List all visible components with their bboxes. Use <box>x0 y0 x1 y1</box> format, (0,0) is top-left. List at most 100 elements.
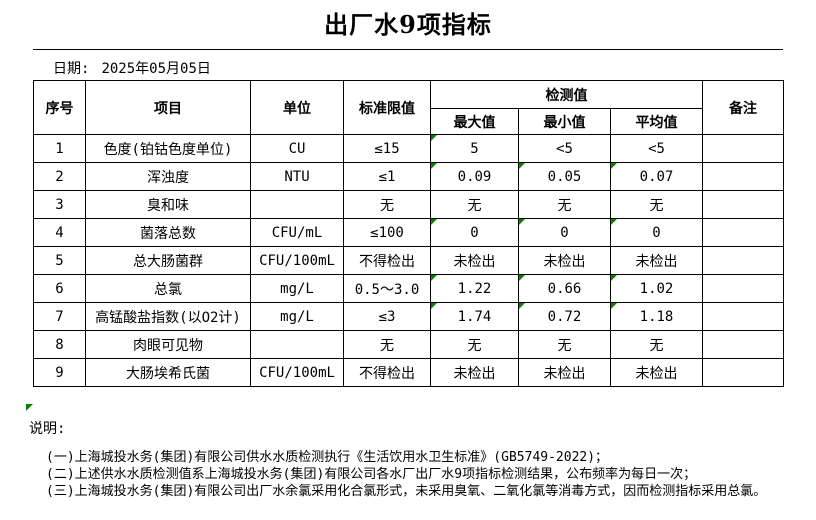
col-header-max: 最大值 <box>430 108 519 135</box>
cell-error-marker-icon <box>519 163 525 169</box>
top-rule-divider <box>33 49 783 50</box>
cell-item: 总氯 <box>85 274 251 303</box>
cell-unit <box>250 190 344 219</box>
note-item: (二)上述供水水质检测值系上海城投水务(集团)有限公司各水厂出厂水9项指标检测结… <box>46 467 697 482</box>
cell-error-marker-icon <box>519 275 525 281</box>
cell-unit <box>250 330 344 359</box>
table-row: 8 肉眼可见物 无 无 无 无 <box>33 330 785 359</box>
cell-limit: ≤15 <box>343 134 431 163</box>
cell-limit: 0.5～3.0 <box>343 274 431 303</box>
cell-min: 0.72 <box>518 302 611 331</box>
cell-min: 无 <box>518 190 611 219</box>
date-label: 日期: <box>53 61 90 77</box>
cell-remark <box>702 302 785 331</box>
table-row: 4 菌落总数 CFU/mL ≤100 0 0 0 <box>33 218 785 247</box>
cell-avg: 1.02 <box>609 274 704 303</box>
table-row: 3 臭和味 无 无 无 无 <box>33 190 785 219</box>
col-header-limit: 标准限值 <box>343 80 431 135</box>
cell-remark <box>702 246 785 275</box>
cell-error-marker-icon <box>611 163 617 169</box>
cell-avg: 无 <box>609 330 704 359</box>
cell-max: 0 <box>430 218 519 247</box>
col-header-remark: 备注 <box>702 80 785 135</box>
cell-seq: 8 <box>33 330 86 359</box>
col-header-unit: 单位 <box>250 80 344 135</box>
cell-error-marker-icon <box>611 219 617 225</box>
cell-remark <box>702 358 785 387</box>
cell-seq: 7 <box>33 302 86 331</box>
cell-avg: 未检出 <box>609 358 704 387</box>
cell-unit: CU <box>250 134 344 163</box>
cell-limit: 不得检出 <box>343 246 431 275</box>
cell-seq: 3 <box>33 190 86 219</box>
notes-list: (一)上海城投水务(集团)有限公司供水水质检测执行《生活饮用水卫生标准》(GB5… <box>46 449 766 500</box>
cell-max: 0.09 <box>430 162 519 191</box>
cell-item: 臭和味 <box>85 190 251 219</box>
col-header-min: 最小值 <box>518 108 611 135</box>
note-item: (三)上海城投水务(集团)有限公司出厂水余氯采用化合氯形式，未采用臭氧、二氧化氯… <box>46 484 767 499</box>
cell-unit: mg/L <box>250 274 344 303</box>
cell-seq: 1 <box>33 134 86 163</box>
cell-error-marker-icon <box>611 275 617 281</box>
cell-unit: mg/L <box>250 302 344 331</box>
cell-max: 无 <box>430 330 519 359</box>
cell-item: 菌落总数 <box>85 218 251 247</box>
table-row: 6 总氯 mg/L 0.5～3.0 1.22 0.66 1.02 <box>33 274 785 303</box>
cell-unit: NTU <box>250 162 344 191</box>
page-title: 出厂水9项指标 <box>324 10 492 39</box>
cell-limit: 不得检出 <box>343 358 431 387</box>
report-date: 日期: 2025年05月05日 <box>53 58 211 78</box>
table-row: 2 浑浊度 NTU ≤1 0.09 0.05 0.07 <box>33 162 785 191</box>
cell-unit: CFU/mL <box>250 218 344 247</box>
cell-error-marker-icon <box>431 135 437 141</box>
cell-min: 0.66 <box>518 274 611 303</box>
cell-seq: 5 <box>33 246 86 275</box>
cell-item: 肉眼可见物 <box>85 330 251 359</box>
col-header-item: 项目 <box>85 80 251 135</box>
cell-seq: 2 <box>33 162 86 191</box>
cell-limit: ≤3 <box>343 302 431 331</box>
note-item: (一)上海城投水务(集团)有限公司供水水质检测执行《生活饮用水卫生标准》(GB5… <box>46 450 609 465</box>
cell-limit: ≤100 <box>343 218 431 247</box>
table-row: 5 总大肠菌群 CFU/100mL 不得检出 未检出 未检出 未检出 <box>33 246 785 275</box>
cell-avg: 无 <box>609 190 704 219</box>
table-row: 1 色度(铂钴色度单位) CU ≤15 5 <5 <5 <box>33 134 785 163</box>
cell-min: 未检出 <box>518 358 611 387</box>
col-header-avg: 平均值 <box>609 108 704 135</box>
notes-label: 说明: <box>29 421 66 437</box>
cell-remark <box>702 218 785 247</box>
cell-min: <5 <box>518 134 611 163</box>
cell-remark <box>702 162 785 191</box>
note-flag-icon <box>26 404 33 411</box>
cell-item: 高锰酸盐指数(以O2计) <box>85 302 251 331</box>
cell-max: 1.22 <box>430 274 519 303</box>
cell-min: 0.05 <box>518 162 611 191</box>
cell-limit: 无 <box>343 330 431 359</box>
cell-seq: 9 <box>33 358 86 387</box>
cell-seq: 4 <box>33 218 86 247</box>
cell-error-marker-icon <box>519 219 525 225</box>
date-value: 2025年05月05日 <box>101 61 211 77</box>
cell-avg: 未检出 <box>609 246 704 275</box>
cell-item: 浑浊度 <box>85 162 251 191</box>
indicators-table: 序号 项目 单位 标准限值 检测值 备注 最大值 最小值 平均值 1 色度(铂钴… <box>33 80 785 387</box>
cell-error-marker-icon <box>431 163 437 169</box>
cell-limit: 无 <box>343 190 431 219</box>
cell-error-marker-icon <box>431 219 437 225</box>
cell-avg: 0.07 <box>609 162 704 191</box>
table-row: 7 高锰酸盐指数(以O2计) mg/L ≤3 1.74 0.72 1.18 <box>33 302 785 331</box>
cell-max: 无 <box>430 190 519 219</box>
cell-max: 未检出 <box>430 358 519 387</box>
cell-remark <box>702 274 785 303</box>
cell-unit: CFU/100mL <box>250 246 344 275</box>
cell-seq: 6 <box>33 274 86 303</box>
col-header-detection: 检测值 <box>429 80 704 109</box>
cell-max: 5 <box>430 134 519 163</box>
cell-limit: ≤1 <box>343 162 431 191</box>
cell-min: 0 <box>518 218 611 247</box>
cell-unit: CFU/100mL <box>250 358 344 387</box>
cell-item: 色度(铂钴色度单位) <box>85 134 251 163</box>
cell-error-marker-icon <box>431 275 437 281</box>
cell-min: 无 <box>518 330 611 359</box>
